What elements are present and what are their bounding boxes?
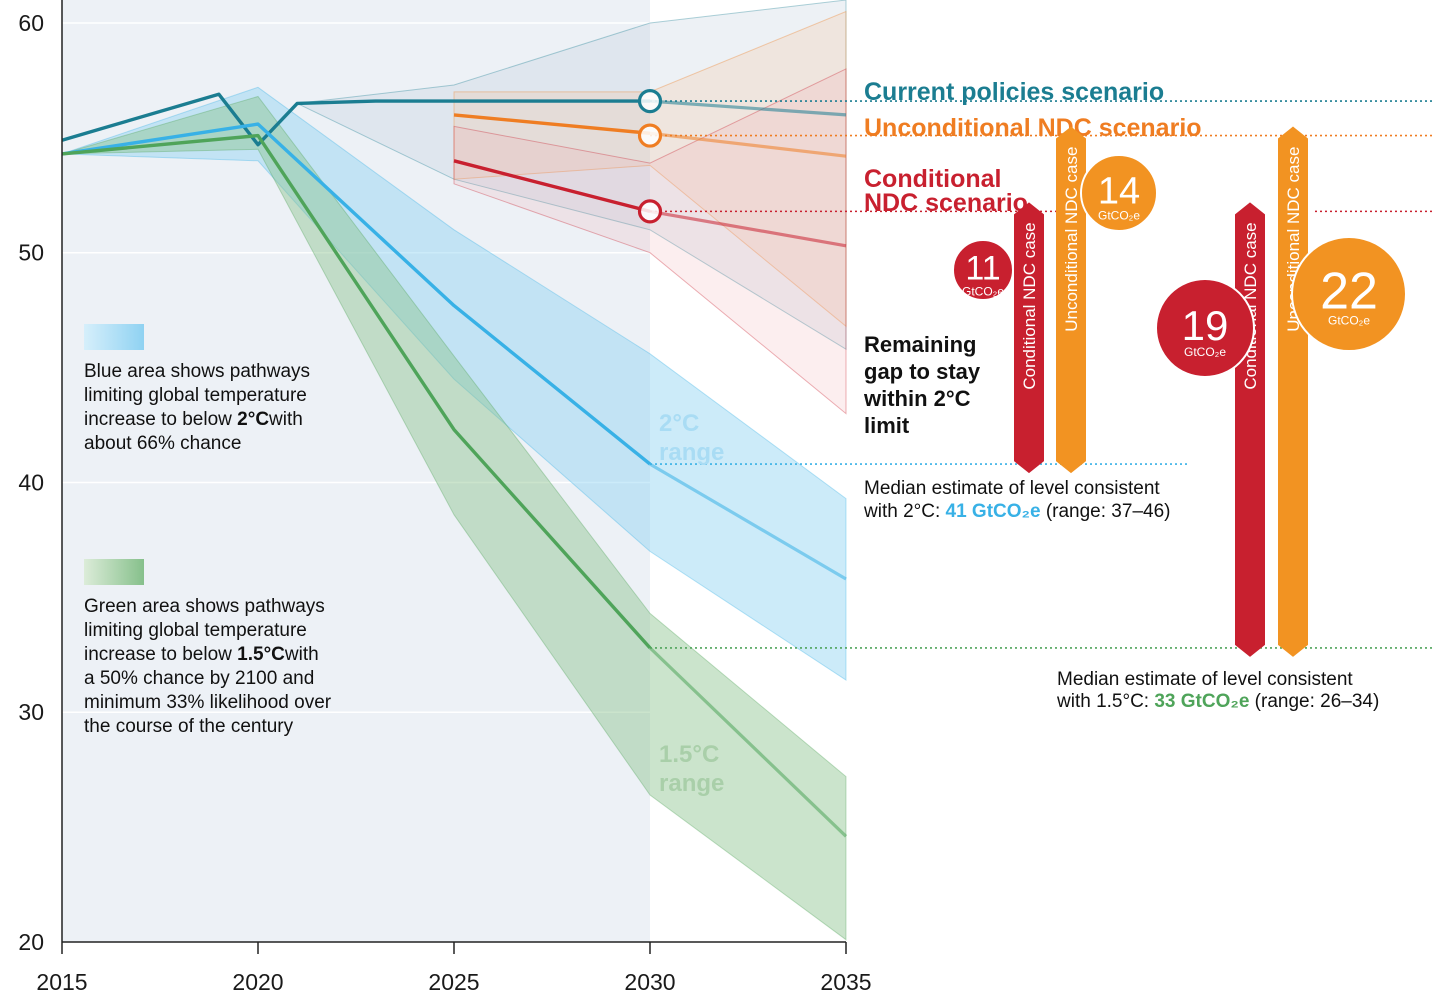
one-five-range-label-2: range — [659, 770, 724, 797]
y-tick-label-20: 20 — [18, 929, 44, 955]
current-band — [295, 0, 847, 351]
scenario-bands — [61, 0, 847, 941]
svg-text:minimum 33% likelihood over: minimum 33% likelihood over — [84, 692, 332, 713]
svg-text:the course of the century: the course of the century — [84, 716, 294, 737]
svg-text:a 50% chance by 2100 and: a 50% chance by 2100 and — [84, 668, 314, 689]
svg-text:Blue area shows pathways: Blue area shows pathways — [84, 361, 310, 382]
x-tick-label-2035: 2035 — [820, 969, 871, 995]
gap-unit-3: GtCO₂e — [1184, 345, 1226, 359]
scenario-lines — [61, 92, 848, 838]
gap-bar-label-2: Unconditional NDC case — [1062, 147, 1081, 332]
conditional-projection-line — [649, 209, 847, 248]
one-five-range-label-1: 1.5°C — [659, 741, 719, 768]
svg-text:limiting global temperature: limiting global temperature — [84, 385, 307, 406]
gap-value-1: 11 — [965, 250, 1000, 288]
unconditional-2030-marker — [637, 123, 663, 148]
svg-text:Green area shows pathways: Green area shows pathways — [84, 596, 325, 617]
median-2c-annotation: Median estimate of level consistent with… — [863, 478, 1170, 522]
remaining-gap-label: Remaining gap to stay within 2°C limit — [863, 332, 981, 438]
svg-text:with 1.5°C: 33 GtCO₂e (range:: with 1.5°C: 33 GtCO₂e (range: 26–34) — [1056, 691, 1379, 712]
gap-value-4: 22 — [1320, 263, 1378, 321]
svg-text:with 2°C: 41 GtCO₂e (range: 37: with 2°C: 41 GtCO₂e (range: 37–46) — [863, 501, 1170, 522]
2030-markers — [637, 88, 663, 224]
blue-area-note: Blue area shows pathways limiting global… — [84, 361, 310, 454]
svg-text:increase to below 1.5°Cwith: increase to below 1.5°Cwith — [84, 644, 319, 665]
gap-unit-4: GtCO₂e — [1328, 314, 1370, 328]
conditional-ndc-label-1: Conditional — [864, 165, 1001, 193]
unconditional-line — [453, 113, 651, 135]
y-tick-label-50: 50 — [18, 240, 44, 266]
gap-circle-2 — [1080, 154, 1158, 232]
svg-text:increase to below 2°Cwith: increase to below 2°Cwith — [84, 409, 303, 430]
conditional-ndc-label-2: NDC scenario — [864, 189, 1028, 217]
gap-bar-4 — [1278, 126, 1308, 657]
current-projection-line — [649, 99, 847, 117]
gap-value-3: 19 — [1182, 302, 1229, 349]
unconditional-projection-line — [649, 131, 847, 158]
svg-text:limiting global temperature: limiting global temperature — [84, 620, 307, 641]
svg-text:about 66% chance: about 66% chance — [84, 433, 241, 454]
conditional-band — [453, 68, 847, 415]
two-degree-range-label-2: range — [659, 439, 724, 466]
svg-text:gap to stay: gap to stay — [864, 359, 981, 384]
svg-text:Remaining: Remaining — [864, 332, 976, 357]
blue-area-swatch — [84, 324, 144, 350]
gap-bar-1 — [1014, 202, 1044, 474]
current-policies-label: Current policies scenario — [864, 78, 1164, 106]
x-axis-ticks: 2015 2020 2025 2030 2035 — [36, 942, 872, 995]
x-tick-label-2030: 2030 — [624, 969, 675, 995]
svg-text:limit: limit — [864, 413, 910, 438]
two-degree-range-label-1: 2°C — [659, 410, 699, 437]
x-tick-label-2025: 2025 — [428, 969, 479, 995]
y-axis-ticks: 20 30 40 50 60 — [18, 10, 44, 955]
reference-lines — [650, 100, 1434, 649]
current-2030-marker — [637, 88, 663, 114]
x-tick-label-2015: 2015 — [36, 969, 87, 995]
x-tick-label-2020: 2020 — [232, 969, 283, 995]
two_degree-line — [61, 122, 652, 466]
conditional-2030-marker — [637, 199, 663, 224]
gap-bar-2 — [1056, 126, 1086, 474]
two_degree-band — [61, 86, 847, 682]
gap-unit-2: GtCO₂e — [1098, 209, 1140, 223]
two_degree-projection-line — [649, 462, 847, 581]
gap-circle-1 — [952, 239, 1014, 301]
svg-text:Median estimate of level consi: Median estimate of level consistent — [1057, 669, 1353, 690]
y-tick-label-30: 30 — [18, 699, 44, 725]
green-area-swatch — [84, 559, 144, 585]
y-tick-label-40: 40 — [18, 469, 44, 495]
svg-text:Median estimate of level consi: Median estimate of level consistent — [864, 478, 1160, 499]
median-15c-annotation: Median estimate of level consistent with… — [1056, 669, 1379, 712]
one_five_degree-projection-line — [648, 646, 848, 838]
one_five_degree-line — [61, 133, 652, 650]
one_five_degree-band — [61, 95, 847, 941]
gap-bar-label-1: Conditional NDC case — [1020, 222, 1039, 389]
gap-value-2: 14 — [1098, 171, 1140, 213]
gap-unit-1: GtCO₂e — [962, 285, 1004, 299]
unconditional-ndc-label: Unconditional NDC scenario — [864, 114, 1202, 142]
svg-text:within 2°C: within 2°C — [863, 386, 971, 411]
gap-circle-3 — [1155, 278, 1255, 378]
green-area-note: Green area shows pathways limiting globa… — [84, 596, 332, 737]
historical-period-shading — [62, 0, 650, 942]
gap-circle-4 — [1291, 236, 1407, 352]
y-tick-label-60: 60 — [18, 10, 44, 36]
current-line — [61, 92, 650, 147]
conditional-line — [453, 159, 651, 214]
